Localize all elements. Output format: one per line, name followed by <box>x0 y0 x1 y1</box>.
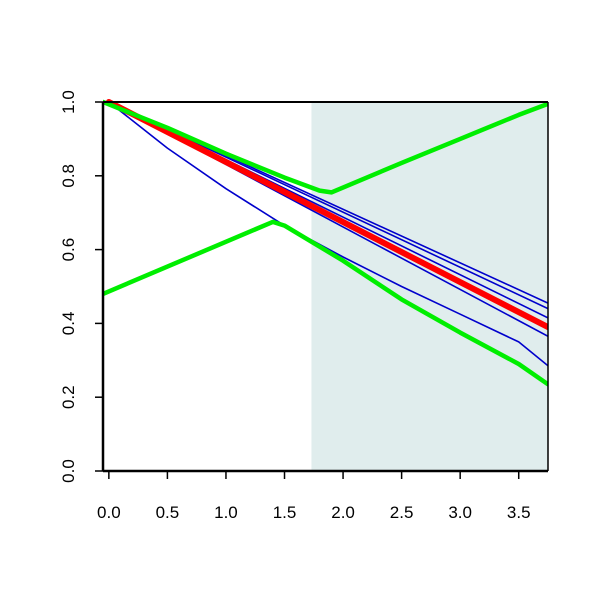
series-line-7 <box>103 219 548 387</box>
axes-layer <box>101 101 549 473</box>
series-layer <box>103 99 548 387</box>
x-tick-label: 3.5 <box>507 503 531 522</box>
y-tick-label: 0.0 <box>59 459 78 483</box>
series-line-5 <box>108 101 548 367</box>
shaded-region-layer <box>311 102 548 471</box>
x-tick-label: 1.5 <box>273 503 297 522</box>
y-tick-label: 0.2 <box>59 385 78 409</box>
y-tick-label: 0.4 <box>59 312 78 336</box>
y-tick-label: 0.6 <box>59 238 78 262</box>
x-tick-label: 2.0 <box>331 503 355 522</box>
x-tick-label: 1.0 <box>214 503 238 522</box>
y-tick-label: 1.0 <box>59 90 78 114</box>
shaded-region <box>311 102 548 471</box>
y-tick-label: 0.8 <box>59 164 78 188</box>
x-tick-label: 2.5 <box>390 503 414 522</box>
series-line-6 <box>105 99 548 331</box>
x-tick-label: 3.0 <box>448 503 472 522</box>
y-axis-ticks: 0.0 0.2 0.4 0.6 0.8 1.0 <box>59 90 103 483</box>
x-axis-ticks: 0.0 0.5 1.0 1.5 2.0 2.5 3.0 3.5 <box>97 471 531 522</box>
x-tick-label: 0.5 <box>156 503 180 522</box>
x-tick-label: 0.0 <box>97 503 121 522</box>
series-line-8 <box>103 99 548 195</box>
